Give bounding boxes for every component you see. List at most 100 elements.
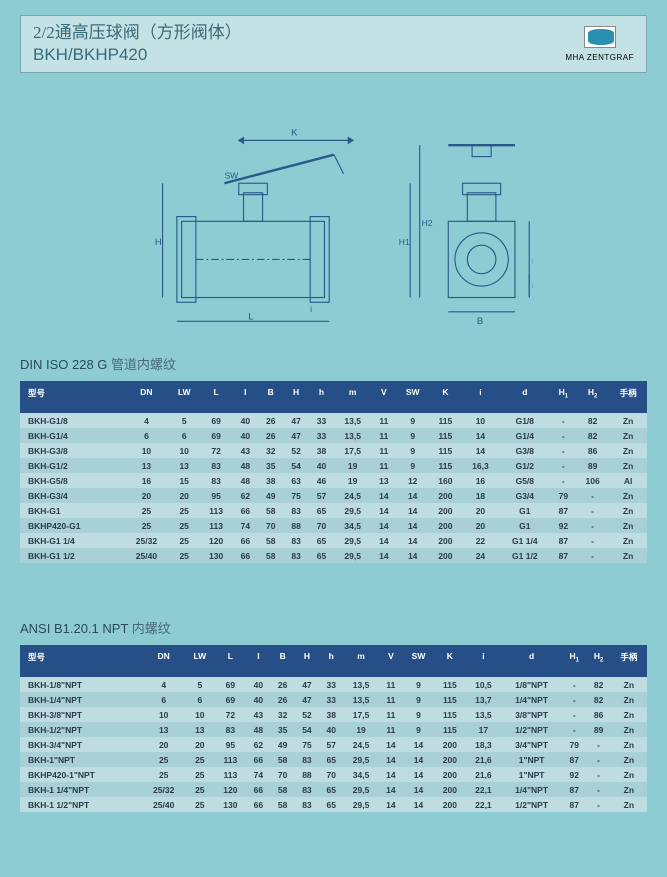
cell: 9	[397, 413, 429, 428]
cell: G1	[499, 503, 551, 518]
cell: 16	[124, 473, 169, 488]
col-header: B	[271, 645, 295, 677]
cell: 48	[233, 458, 258, 473]
cell: 69	[200, 413, 233, 428]
cell: 13	[142, 722, 185, 737]
cell: 83	[295, 752, 319, 767]
cell: 10	[462, 413, 499, 428]
cell: Zn	[611, 797, 647, 812]
cell: 11	[371, 443, 396, 458]
cell: 1"NPT	[501, 767, 562, 782]
cell: 11	[371, 458, 396, 473]
cell: 14	[379, 782, 403, 797]
cell: 92	[562, 767, 586, 782]
cell: BKH-G1	[20, 503, 124, 518]
cell: 11	[379, 707, 403, 722]
cell: BKH-1 1/4"NPT	[20, 782, 142, 797]
cell: 83	[295, 782, 319, 797]
cell: 115	[434, 677, 466, 692]
cell: 34,5	[334, 518, 371, 533]
col-header: H2	[586, 645, 610, 677]
table-row: BKH-G1 1/425/32251206658836529,514142002…	[20, 533, 647, 548]
cell: -	[576, 533, 609, 548]
cell: 86	[576, 443, 609, 458]
svg-text:h: h	[532, 256, 534, 266]
cell: 10	[185, 707, 214, 722]
cell: 14	[379, 752, 403, 767]
cell: 92	[551, 518, 576, 533]
cell: 22	[462, 533, 499, 548]
cell: G1/4	[499, 428, 551, 443]
cell: -	[576, 488, 609, 503]
cell: 200	[434, 782, 466, 797]
cell: 87	[551, 548, 576, 563]
cell: 70	[271, 767, 295, 782]
cell: 25	[124, 503, 169, 518]
cell: 115	[429, 458, 462, 473]
cell: 69	[200, 428, 233, 443]
cell: 52	[283, 443, 308, 458]
cell: 5	[185, 677, 214, 692]
logo-icon	[584, 26, 616, 48]
svg-text:B: B	[476, 316, 482, 326]
cell: 14	[371, 548, 396, 563]
cell: 58	[258, 533, 283, 548]
table-row: BKH-G1/845694026473313,511911510G1/8-82Z…	[20, 413, 647, 428]
cell: 115	[434, 707, 466, 722]
table-row: BKH-3/8"NPT1010724332523817,511911513,53…	[20, 707, 647, 722]
table-row: BKH-1/4"NPT66694026473313,511911513,71/4…	[20, 692, 647, 707]
cell: 26	[271, 677, 295, 692]
cell: BKH-3/4"NPT	[20, 737, 142, 752]
technical-diagram: K SW L i H H1 H2	[20, 88, 647, 329]
cell: 14	[403, 737, 434, 752]
cell: 14	[397, 503, 429, 518]
cell: BKH-G5/8	[20, 473, 124, 488]
cell: 14	[397, 518, 429, 533]
cell: 34,5	[343, 767, 378, 782]
cell: -	[562, 722, 586, 737]
svg-text:H: H	[154, 237, 161, 248]
col-header: 型号	[20, 381, 124, 413]
svg-text:K: K	[291, 128, 298, 139]
section1-title-en: DIN ISO 228 G	[20, 357, 107, 372]
cell: -	[586, 752, 610, 767]
section2-title-en: ANSI B1.20.1 NPT	[20, 621, 128, 636]
cell: 11	[371, 413, 396, 428]
cell: 66	[233, 503, 258, 518]
cell: 65	[309, 533, 334, 548]
cell: 63	[283, 473, 308, 488]
col-header: V	[371, 381, 396, 413]
cell: 25	[185, 752, 214, 767]
col-header: 手柄	[611, 645, 647, 677]
cell: G3/8	[499, 443, 551, 458]
cell: 32	[258, 443, 283, 458]
cell: BKH-G1/8	[20, 413, 124, 428]
cell: 26	[258, 428, 283, 443]
cell: Zn	[611, 752, 647, 767]
col-header: H2	[576, 381, 609, 413]
cell: 113	[215, 767, 247, 782]
cell: 40	[309, 458, 334, 473]
cell: BKH-3/8"NPT	[20, 707, 142, 722]
table-row: BKH-1/2"NPT1313834835544019119115171/2"N…	[20, 722, 647, 737]
cell: 25	[169, 533, 200, 548]
cell: G1 1/4	[499, 533, 551, 548]
cell: 14	[379, 797, 403, 812]
cell: 38	[258, 473, 283, 488]
cell: 47	[283, 413, 308, 428]
col-header: m	[334, 381, 371, 413]
cell: 21,6	[466, 752, 501, 767]
cell: 43	[246, 707, 270, 722]
cell: 47	[295, 677, 319, 692]
cell: Zn	[611, 782, 647, 797]
cell: 19	[343, 722, 378, 737]
cell: 200	[429, 503, 462, 518]
cell: 14	[371, 518, 396, 533]
cell: G1	[499, 518, 551, 533]
cell: 1"NPT	[501, 752, 562, 767]
cell: 25/40	[142, 797, 185, 812]
cell: 16	[462, 473, 499, 488]
cell: 48	[246, 722, 270, 737]
cell: 13	[169, 458, 200, 473]
cell: 58	[271, 797, 295, 812]
